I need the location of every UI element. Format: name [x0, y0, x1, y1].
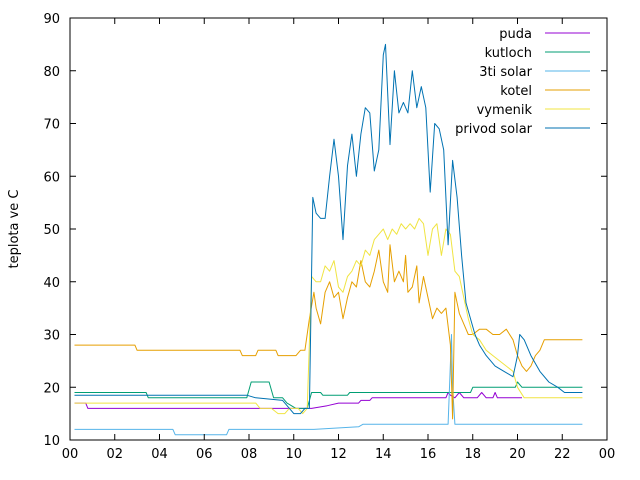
x-tick-label: 22	[554, 447, 571, 462]
legend-label-2: 3ti solar	[479, 65, 532, 80]
axis-ticks: 00 02 04 06 08 10 12 14 16 18 20 22 0010203040506070…	[43, 12, 615, 462]
x-tick-label: 04	[151, 447, 168, 462]
x-tick-label: 06	[196, 447, 213, 462]
series-line-2	[74, 334, 583, 436]
plot-frame	[69, 17, 608, 441]
legend-label-0: puda	[499, 27, 532, 42]
y-tick-label: 10	[43, 434, 60, 449]
y-tick-label: 70	[43, 118, 60, 133]
legend-label-5: privod solar	[455, 122, 533, 137]
series-line-3	[74, 244, 583, 420]
legend-label-1: kutloch	[485, 46, 532, 61]
y-tick-label: 20	[43, 381, 60, 396]
x-tick-label: 00	[599, 447, 616, 462]
x-tick-label: 08	[241, 447, 258, 462]
x-tick-label: 18	[464, 447, 481, 462]
y-tick-label: 50	[43, 223, 60, 238]
legend: puda kutloch 3ti solar kotel vymenik privod s…	[455, 27, 590, 137]
y-tick-label: 40	[43, 276, 60, 291]
legend-label-4: vymenik	[477, 103, 533, 118]
x-tick-label: 00	[62, 447, 79, 462]
x-tick-label: 14	[375, 447, 392, 462]
x-tick-label: 10	[285, 447, 302, 462]
x-tick-label: 16	[420, 447, 437, 462]
series-line-4	[74, 217, 583, 415]
y-tick-label: 80	[43, 65, 60, 80]
series-lines	[74, 43, 583, 436]
y-tick-label: 30	[43, 329, 60, 344]
series-line-5	[74, 43, 583, 415]
y-tick-label: 90	[43, 12, 60, 27]
x-tick-label: 20	[509, 447, 526, 462]
x-tick-label: 12	[330, 447, 347, 462]
x-tick-label: 02	[106, 447, 123, 462]
y-axis-title: teplota ve C	[7, 189, 22, 268]
legend-label-3: kotel	[500, 84, 532, 99]
y-tick-label: 60	[43, 170, 60, 185]
